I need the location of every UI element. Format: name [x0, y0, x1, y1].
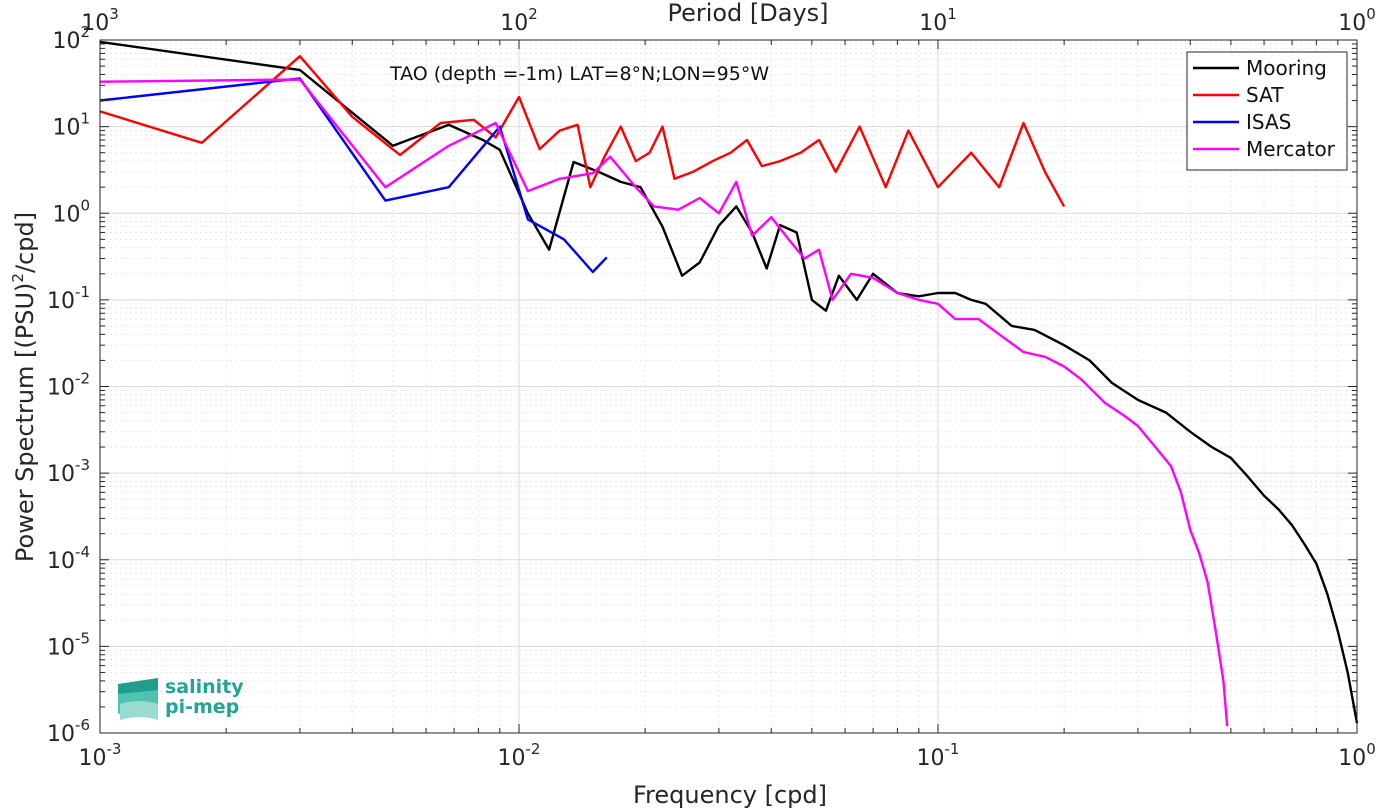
series-line-mercator — [99, 78, 1229, 727]
chart-annotation: TAO (depth =-1m) LAT=8°N;LON=95°W — [389, 63, 769, 85]
legend-label-sat: SAT — [1246, 83, 1284, 107]
y-tick-label: 10-2 — [47, 370, 90, 401]
x-tick-label: 100 — [1338, 740, 1376, 771]
y-axis-title-sup: 2 — [9, 273, 27, 283]
x-axis-title: Frequency [cpd] — [633, 781, 827, 809]
x-tick-label: 10-1 — [917, 740, 960, 771]
tick-marks — [99, 40, 1357, 734]
top-x-tick-label: 100 — [1338, 5, 1376, 36]
grid — [99, 40, 1357, 734]
logo-waves-icon — [118, 678, 158, 720]
top-x-tick-label: 102 — [500, 5, 538, 36]
y-tick-label: 101 — [52, 110, 90, 141]
y-tick-label: 100 — [52, 196, 90, 227]
x-tick-label: 10-2 — [498, 740, 541, 771]
top-x-tick-label: 101 — [919, 5, 957, 36]
y-tick-label: 102 — [52, 23, 90, 54]
salinity-pi-mep-logo: salinity pi-mep — [118, 676, 244, 720]
legend: Mooring SAT ISAS Mercator — [1186, 51, 1348, 171]
y-tick-label: 10-1 — [47, 283, 90, 314]
series-line-mooring — [99, 40, 1359, 724]
y-axis-title-end: /cpd] — [11, 212, 39, 273]
y-tick-label: 10-5 — [47, 629, 90, 660]
top-x-tick-label: 103 — [81, 5, 119, 36]
logo-text-pimep: pi-mep — [165, 696, 239, 718]
y-tick-label: 10-4 — [47, 543, 90, 574]
y-tick-label: 10-3 — [47, 456, 90, 487]
legend-label-mooring: Mooring — [1246, 56, 1327, 80]
top-x-axis-title: Period [Days] — [667, 0, 828, 27]
series-group — [99, 40, 1359, 727]
legend-label-isas: ISAS — [1246, 110, 1291, 134]
y-axis-title: Power Spectrum [(PSU)2/cpd] — [9, 212, 39, 562]
y-axis-title-main: Power Spectrum [(PSU) — [11, 283, 39, 562]
legend-label-mercator: Mercator — [1246, 137, 1336, 161]
x-tick-label: 10-3 — [79, 740, 122, 771]
y-tick-label: 10-6 — [47, 716, 90, 747]
series-line-isas — [99, 77, 608, 274]
logo-text-salinity: salinity — [165, 676, 244, 698]
series-line-sat — [99, 55, 1066, 207]
